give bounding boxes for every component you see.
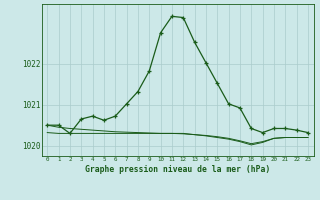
- X-axis label: Graphe pression niveau de la mer (hPa): Graphe pression niveau de la mer (hPa): [85, 165, 270, 174]
